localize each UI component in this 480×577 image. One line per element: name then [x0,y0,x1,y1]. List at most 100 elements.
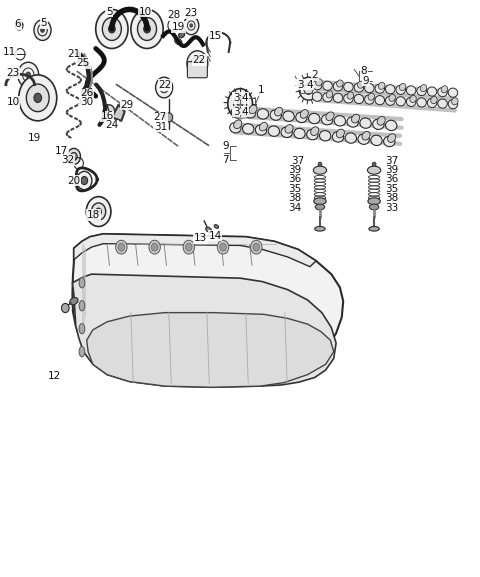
Circle shape [190,24,192,27]
Ellipse shape [384,136,395,147]
Ellipse shape [79,301,85,311]
Ellipse shape [371,135,382,145]
Text: 28: 28 [167,10,180,20]
Ellipse shape [312,92,322,102]
Circle shape [34,93,42,103]
Ellipse shape [344,94,353,103]
Circle shape [103,105,115,118]
Text: 5: 5 [41,18,47,28]
Circle shape [183,240,194,254]
Ellipse shape [399,84,406,91]
Text: 34: 34 [288,203,301,213]
Ellipse shape [283,111,294,121]
Ellipse shape [431,96,437,104]
Text: 10: 10 [7,97,20,107]
Ellipse shape [270,110,281,120]
Ellipse shape [214,224,219,228]
Ellipse shape [259,122,267,131]
Circle shape [26,84,49,111]
Ellipse shape [70,298,78,305]
Polygon shape [72,234,343,384]
Circle shape [102,17,121,40]
Ellipse shape [369,204,379,210]
Ellipse shape [448,100,458,109]
Text: 18: 18 [87,210,100,220]
Text: 38: 38 [288,193,301,203]
Circle shape [26,72,31,78]
Text: 19: 19 [172,23,185,32]
Text: 16: 16 [100,111,114,121]
Text: 39: 39 [288,165,301,175]
Ellipse shape [377,117,385,125]
Ellipse shape [322,114,333,125]
Text: 25: 25 [77,58,90,68]
Ellipse shape [234,120,242,129]
Ellipse shape [388,134,396,143]
Ellipse shape [244,107,256,118]
Text: 37: 37 [385,156,399,166]
Ellipse shape [417,87,426,96]
Text: 35: 35 [288,183,301,194]
Text: 38: 38 [385,193,399,203]
Text: 7: 7 [223,155,229,165]
Ellipse shape [358,134,369,144]
Ellipse shape [309,113,320,123]
Ellipse shape [452,98,458,105]
Circle shape [253,243,260,251]
Text: 5: 5 [106,7,112,17]
Ellipse shape [268,126,279,136]
Ellipse shape [275,107,283,116]
Text: 21: 21 [67,49,81,59]
Circle shape [318,162,322,167]
Circle shape [86,197,111,227]
Text: 14: 14 [208,231,222,241]
Text: 6: 6 [14,20,21,29]
Text: 24: 24 [105,121,119,130]
Ellipse shape [79,324,85,334]
Circle shape [149,240,160,254]
Ellipse shape [336,80,343,87]
Ellipse shape [438,88,447,97]
Circle shape [185,243,192,251]
Text: 2: 2 [312,70,318,80]
Ellipse shape [407,98,416,107]
Polygon shape [112,105,125,121]
Ellipse shape [294,128,305,138]
Ellipse shape [351,114,360,123]
Circle shape [251,240,262,254]
Ellipse shape [369,227,379,231]
Ellipse shape [332,132,344,142]
Ellipse shape [407,86,416,95]
Ellipse shape [344,83,353,92]
Text: 36: 36 [385,174,399,185]
Ellipse shape [307,129,318,140]
Text: 3: 3 [233,93,240,103]
Polygon shape [74,234,316,267]
Circle shape [165,113,173,122]
Text: 10: 10 [139,7,152,17]
Ellipse shape [311,127,319,136]
Circle shape [151,243,158,251]
Circle shape [41,28,45,32]
Ellipse shape [448,88,458,98]
Ellipse shape [336,129,345,138]
Text: 39: 39 [385,165,399,175]
Ellipse shape [313,166,326,174]
Circle shape [156,77,173,98]
Text: 22: 22 [158,80,172,90]
Ellipse shape [441,86,448,93]
Text: 22: 22 [192,55,206,65]
Circle shape [67,148,81,164]
Ellipse shape [281,127,292,137]
Ellipse shape [396,85,406,95]
Text: 8: 8 [360,66,367,76]
Circle shape [34,20,51,40]
Ellipse shape [362,132,370,140]
Circle shape [116,240,127,254]
Ellipse shape [368,166,381,174]
Ellipse shape [378,83,385,89]
Ellipse shape [354,83,364,92]
Ellipse shape [375,84,384,93]
Ellipse shape [242,123,254,134]
Circle shape [91,203,106,220]
